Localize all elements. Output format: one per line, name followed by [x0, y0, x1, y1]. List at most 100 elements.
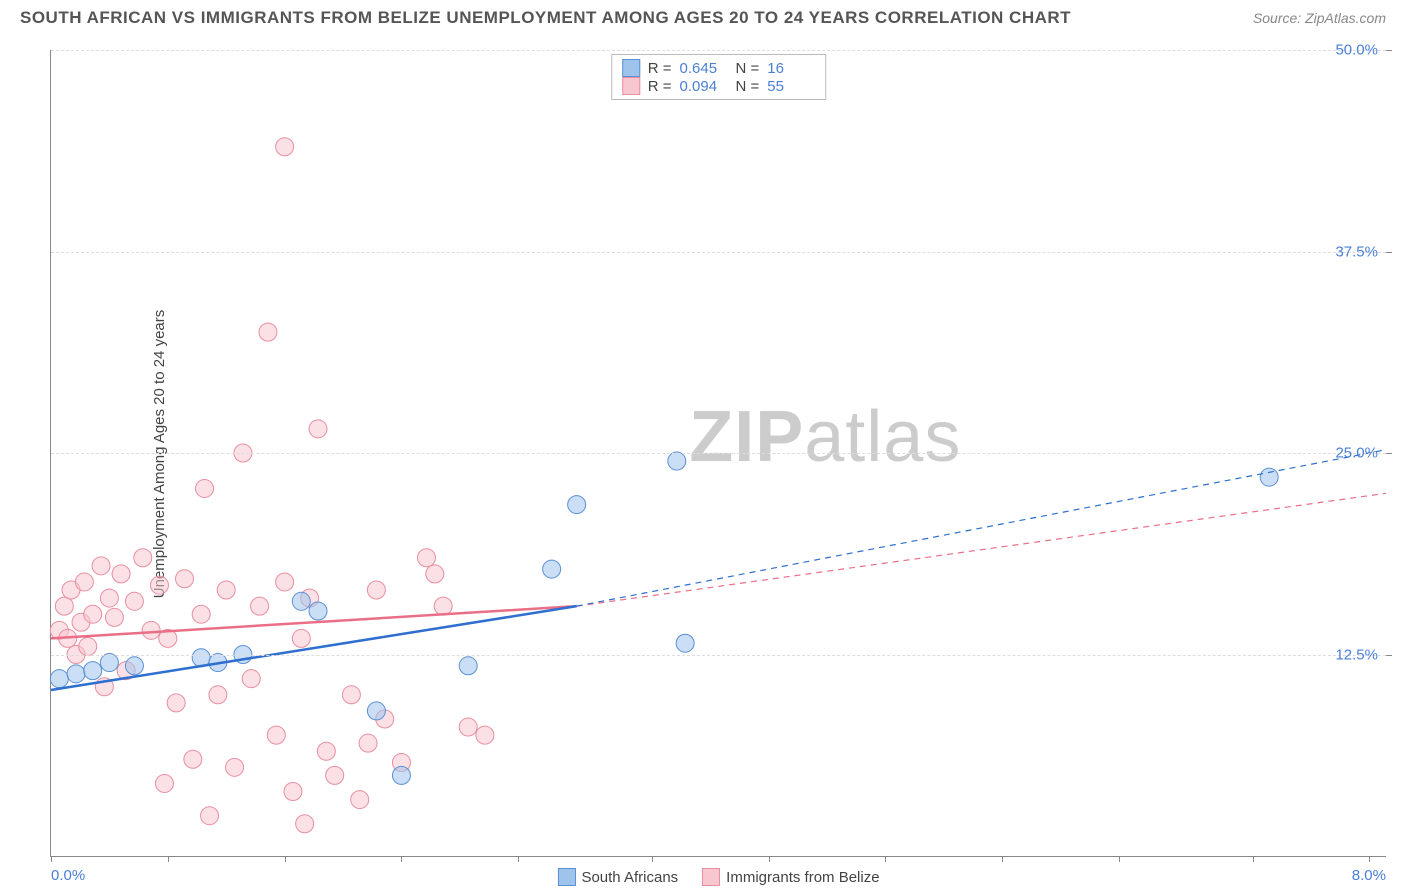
pink-point: [284, 783, 302, 801]
x-tick: [518, 856, 519, 862]
pink-point: [55, 597, 73, 615]
legend-item-blue: South Africans: [557, 868, 678, 886]
pink-point: [426, 565, 444, 583]
legend-item-pink: Immigrants from Belize: [702, 868, 879, 886]
blue-point: [543, 560, 561, 578]
pink-point: [326, 766, 344, 784]
gridline: [51, 453, 1386, 454]
pink-point: [217, 581, 235, 599]
pink-point: [192, 605, 210, 623]
x-tick: [51, 856, 52, 862]
pink-point: [112, 565, 130, 583]
blue-point: [100, 654, 118, 672]
legend-stats: R = 0.645 N = 16 R = 0.094 N = 55: [611, 54, 827, 100]
blue-point: [1260, 468, 1278, 486]
pink-point: [367, 581, 385, 599]
gridline: [51, 252, 1386, 253]
pink-point: [476, 726, 494, 744]
swatch-pink-icon: [702, 868, 720, 886]
y-tick: [1386, 252, 1392, 253]
x-tick-label-min: 0.0%: [51, 867, 85, 884]
pink-point: [309, 420, 327, 438]
legend-stats-row-pink: R = 0.094 N = 55: [622, 77, 816, 95]
chart-source: Source: ZipAtlas.com: [1253, 10, 1386, 26]
y-tick-label: 50.0%: [1335, 42, 1378, 59]
r-label: R =: [648, 78, 672, 95]
blue-point: [84, 662, 102, 680]
pink-point: [351, 791, 369, 809]
n-label: N =: [736, 78, 760, 95]
pink-point: [196, 479, 214, 497]
x-tick: [885, 856, 886, 862]
pink-point: [434, 597, 452, 615]
pink-point: [259, 323, 277, 341]
r-label: R =: [648, 60, 672, 77]
x-tick: [769, 856, 770, 862]
x-tick: [168, 856, 169, 862]
pink-point: [150, 576, 168, 594]
blue-point: [125, 657, 143, 675]
n-value-pink: 55: [767, 78, 815, 95]
pink-point: [359, 734, 377, 752]
x-tick: [401, 856, 402, 862]
legend-label-blue: South Africans: [581, 869, 678, 886]
pink-point: [105, 608, 123, 626]
x-tick: [1119, 856, 1120, 862]
pink-point: [184, 750, 202, 768]
pink-point: [75, 573, 93, 591]
pink-point: [84, 605, 102, 623]
blue-point: [367, 702, 385, 720]
blue-point: [568, 496, 586, 514]
chart-container: Unemployment Among Ages 20 to 24 years Z…: [50, 50, 1386, 857]
x-tick: [285, 856, 286, 862]
chart-header: SOUTH AFRICAN VS IMMIGRANTS FROM BELIZE …: [0, 0, 1406, 32]
pink-point: [267, 726, 285, 744]
pink-point: [417, 549, 435, 567]
pink-point: [201, 807, 219, 825]
pink-point: [100, 589, 118, 607]
pink-point: [134, 549, 152, 567]
blue-point: [668, 452, 686, 470]
x-tick: [1002, 856, 1003, 862]
r-value-blue: 0.645: [680, 60, 728, 77]
pink-point: [276, 573, 294, 591]
y-tick-label: 37.5%: [1335, 243, 1378, 260]
y-tick-label: 25.0%: [1335, 445, 1378, 462]
pink-point: [79, 637, 97, 655]
blue-point: [67, 665, 85, 683]
x-tick-label-max: 8.0%: [1352, 867, 1386, 884]
pink-point: [292, 629, 310, 647]
blue-point: [309, 602, 327, 620]
legend-stats-row-blue: R = 0.645 N = 16: [622, 59, 816, 77]
pink-point: [296, 815, 314, 833]
pink-point: [176, 570, 194, 588]
pink-point: [125, 592, 143, 610]
gridline: [51, 50, 1386, 51]
pink-point: [167, 694, 185, 712]
pink-point: [242, 670, 260, 688]
pink-point: [142, 621, 160, 639]
chart-title: SOUTH AFRICAN VS IMMIGRANTS FROM BELIZE …: [20, 8, 1071, 28]
pink-point: [155, 774, 173, 792]
swatch-pink-icon: [622, 77, 640, 95]
pink-point: [317, 742, 335, 760]
blue-point: [50, 670, 68, 688]
pink-point: [276, 138, 294, 156]
pink-point: [209, 686, 227, 704]
blue-point: [676, 634, 694, 652]
y-tick: [1386, 453, 1392, 454]
plot-area: ZIPatlas R = 0.645 N = 16 R = 0.094 N = …: [50, 50, 1386, 857]
blue-point: [392, 766, 410, 784]
pink-point: [342, 686, 360, 704]
y-tick: [1386, 655, 1392, 656]
y-tick-label: 12.5%: [1335, 646, 1378, 663]
x-tick: [1369, 856, 1370, 862]
x-tick: [1253, 856, 1254, 862]
n-value-blue: 16: [767, 60, 815, 77]
y-tick: [1386, 50, 1392, 51]
blue-point: [459, 657, 477, 675]
legend-series: South Africans Immigrants from Belize: [557, 868, 879, 886]
r-value-pink: 0.094: [680, 78, 728, 95]
legend-label-pink: Immigrants from Belize: [726, 869, 879, 886]
pink-point: [92, 557, 110, 575]
